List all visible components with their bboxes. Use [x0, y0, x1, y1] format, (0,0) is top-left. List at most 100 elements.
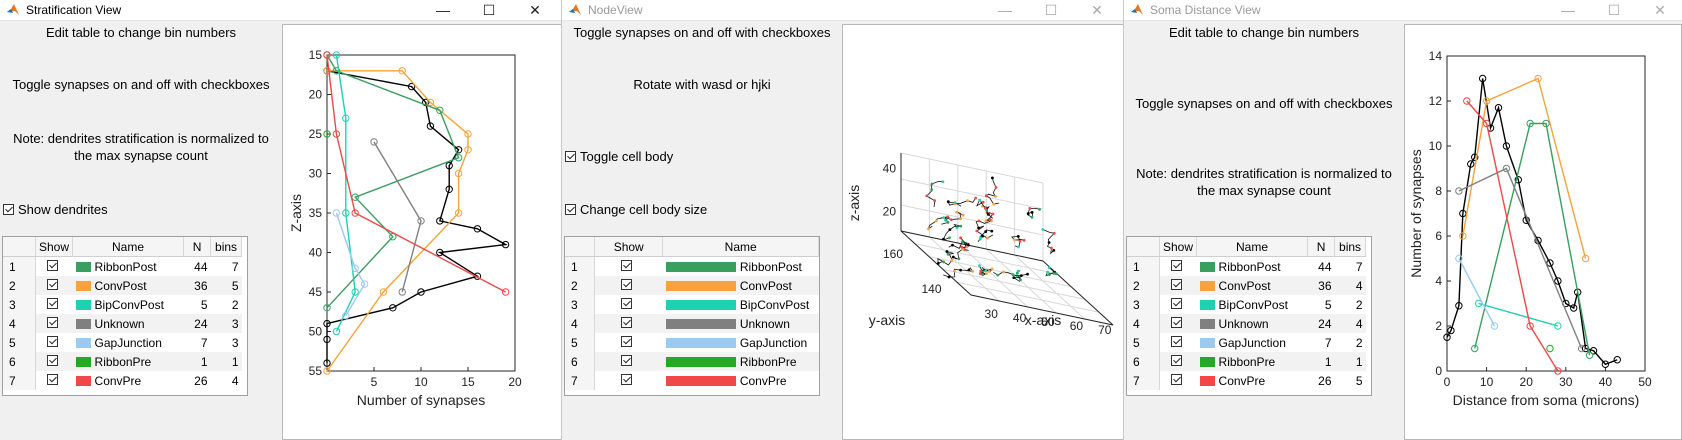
bins-cell[interactable]: 7 — [231, 259, 239, 274]
checkbox-box[interactable] — [1170, 335, 1182, 347]
show-checkbox[interactable] — [594, 352, 663, 371]
checkbox-box[interactable] — [1170, 278, 1182, 290]
show-checkbox[interactable] — [35, 314, 73, 333]
bins-cell[interactable]: 4 — [1334, 314, 1366, 333]
synapse-table[interactable]: Show Name N bins 1 RibbonPost 44 7 2 ConvPost… — [1126, 236, 1372, 396]
bins-cell[interactable]: 2 — [1355, 297, 1363, 312]
show-checkbox[interactable] — [1159, 276, 1197, 295]
checkbox-box[interactable] — [621, 316, 633, 328]
show-checkbox[interactable] — [595, 257, 663, 277]
synapse-table[interactable]: Show Name 1 RibbonPost 2 ConvPost 3 BipConvPo… — [564, 236, 820, 396]
bins-cell[interactable]: 3 — [210, 314, 242, 333]
header-show[interactable]: Show — [594, 237, 664, 257]
table-row[interactable]: 4 Unknown 24 3 — [3, 314, 242, 333]
minimize-icon[interactable]: — — [436, 2, 450, 18]
table-row[interactable]: 1 RibbonPost — [565, 256, 819, 277]
show-checkbox[interactable] — [1159, 314, 1197, 333]
checkbox-box[interactable] — [46, 354, 58, 366]
show-checkbox[interactable] — [1160, 333, 1197, 352]
close-icon[interactable]: ✕ — [1654, 2, 1666, 18]
table-row[interactable]: 6 RibbonPre — [565, 352, 819, 371]
show-checkbox[interactable] — [594, 314, 663, 333]
bins-cell[interactable]: 7 — [1355, 259, 1363, 274]
show-checkbox[interactable] — [36, 371, 73, 390]
table-row[interactable]: 5 GapJunction 7 2 — [1127, 333, 1366, 352]
minimize-icon[interactable]: — — [998, 2, 1012, 18]
checkbox-box[interactable] — [46, 335, 58, 347]
show-checkbox[interactable] — [35, 352, 73, 371]
maximize-icon[interactable]: ☐ — [1607, 2, 1621, 18]
show-checkbox[interactable] — [35, 276, 73, 295]
checkbox-box[interactable] — [565, 151, 576, 162]
header-show[interactable]: Show — [1159, 237, 1198, 257]
show-checkbox[interactable] — [594, 276, 663, 295]
header-name[interactable]: Name — [72, 237, 185, 257]
bins-cell[interactable]: 4 — [1334, 276, 1366, 295]
checkbox-box[interactable] — [621, 354, 633, 366]
bins-cell[interactable]: 5 — [210, 276, 242, 295]
checkbox-box[interactable] — [621, 278, 633, 290]
show-checkbox[interactable] — [595, 333, 663, 352]
checkbox-box[interactable] — [1170, 297, 1182, 309]
table-row[interactable]: 1 RibbonPost 44 7 — [3, 256, 242, 277]
table-row[interactable]: 5 GapJunction — [565, 333, 819, 352]
table-row[interactable]: 2 ConvPost 36 5 — [3, 276, 242, 295]
show-checkbox[interactable] — [36, 295, 73, 314]
table-row[interactable]: 1 RibbonPost 44 7 — [1127, 256, 1366, 277]
checkbox-box[interactable] — [621, 259, 633, 271]
checkbox-box[interactable] — [46, 278, 58, 290]
table-row[interactable]: 3 BipConvPost 5 2 — [1127, 295, 1366, 314]
show-dendrites-checkbox[interactable]: Show dendrites — [3, 202, 108, 217]
close-icon[interactable]: ✕ — [1091, 2, 1103, 18]
checkbox-box[interactable] — [565, 204, 576, 215]
table-row[interactable]: 2 ConvPost 36 4 — [1127, 276, 1366, 295]
maximize-icon[interactable]: ☐ — [1044, 2, 1058, 18]
show-checkbox[interactable] — [36, 333, 73, 352]
show-checkbox[interactable] — [595, 295, 663, 314]
synapse-table[interactable]: Show Name N bins 1 RibbonPost 44 7 2 ConvPost… — [2, 236, 248, 396]
table-row[interactable]: 7 ConvPre — [565, 371, 819, 390]
table-row[interactable]: 3 BipConvPost — [565, 295, 819, 314]
header-show[interactable]: Show — [35, 237, 74, 257]
bins-cell[interactable]: 3 — [231, 335, 239, 350]
bins-cell[interactable]: 1 — [210, 352, 242, 371]
bins-cell[interactable]: 5 — [1355, 373, 1363, 388]
table-row[interactable]: 5 GapJunction 7 3 — [3, 333, 242, 352]
checkbox-box[interactable] — [621, 335, 633, 347]
show-checkbox[interactable] — [1160, 371, 1197, 390]
bins-cell[interactable]: 4 — [231, 373, 239, 388]
checkbox-box[interactable] — [621, 297, 633, 309]
checkbox-box[interactable] — [1170, 259, 1182, 271]
show-checkbox[interactable] — [36, 257, 73, 277]
header-n[interactable]: N — [183, 237, 212, 257]
checkbox-box[interactable] — [3, 204, 14, 215]
minimize-icon[interactable]: — — [1561, 2, 1575, 18]
table-row[interactable]: 4 Unknown 24 4 — [1127, 314, 1366, 333]
header-n[interactable]: N — [1307, 237, 1336, 257]
checkbox-box[interactable] — [46, 259, 58, 271]
table-row[interactable]: 7 ConvPre 26 4 — [3, 371, 242, 390]
show-checkbox[interactable] — [595, 371, 663, 390]
table-row[interactable]: 2 ConvPost — [565, 276, 819, 295]
show-checkbox[interactable] — [1160, 257, 1197, 277]
header-name[interactable]: Name — [1196, 237, 1309, 257]
table-row[interactable]: 6 RibbonPre 1 1 — [3, 352, 242, 371]
table-row[interactable]: 3 BipConvPost 5 2 — [3, 295, 242, 314]
table-row[interactable]: 6 RibbonPre 1 1 — [1127, 352, 1366, 371]
bins-cell[interactable]: 1 — [1334, 352, 1366, 371]
maximize-icon[interactable]: ☐ — [482, 2, 496, 18]
header-bins[interactable]: bins — [1334, 237, 1367, 257]
show-checkbox[interactable] — [1160, 295, 1197, 314]
header-bins[interactable]: bins — [210, 237, 243, 257]
table-row[interactable]: 4 Unknown — [565, 314, 819, 333]
header-name[interactable]: Name — [662, 237, 819, 257]
toggle-cell-body-checkbox[interactable]: Toggle cell body — [565, 149, 673, 164]
checkbox-box[interactable] — [1170, 373, 1182, 385]
bins-cell[interactable]: 2 — [231, 297, 239, 312]
bins-cell[interactable]: 2 — [1355, 335, 1363, 350]
close-icon[interactable]: ✕ — [529, 2, 541, 18]
checkbox-box[interactable] — [621, 373, 633, 385]
checkbox-box[interactable] — [1170, 354, 1182, 366]
checkbox-box[interactable] — [46, 316, 58, 328]
table-row[interactable]: 7 ConvPre 26 5 — [1127, 371, 1366, 390]
